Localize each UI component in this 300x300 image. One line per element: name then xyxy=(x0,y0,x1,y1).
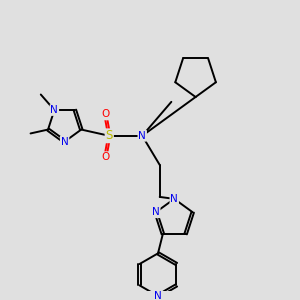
Text: N: N xyxy=(138,131,146,141)
Text: S: S xyxy=(106,129,113,142)
Text: N: N xyxy=(61,136,68,147)
Text: N: N xyxy=(152,207,160,217)
Text: N: N xyxy=(170,194,178,204)
Text: N: N xyxy=(154,291,162,300)
Text: O: O xyxy=(101,110,110,119)
Text: O: O xyxy=(101,152,110,162)
Text: N: N xyxy=(50,105,58,115)
